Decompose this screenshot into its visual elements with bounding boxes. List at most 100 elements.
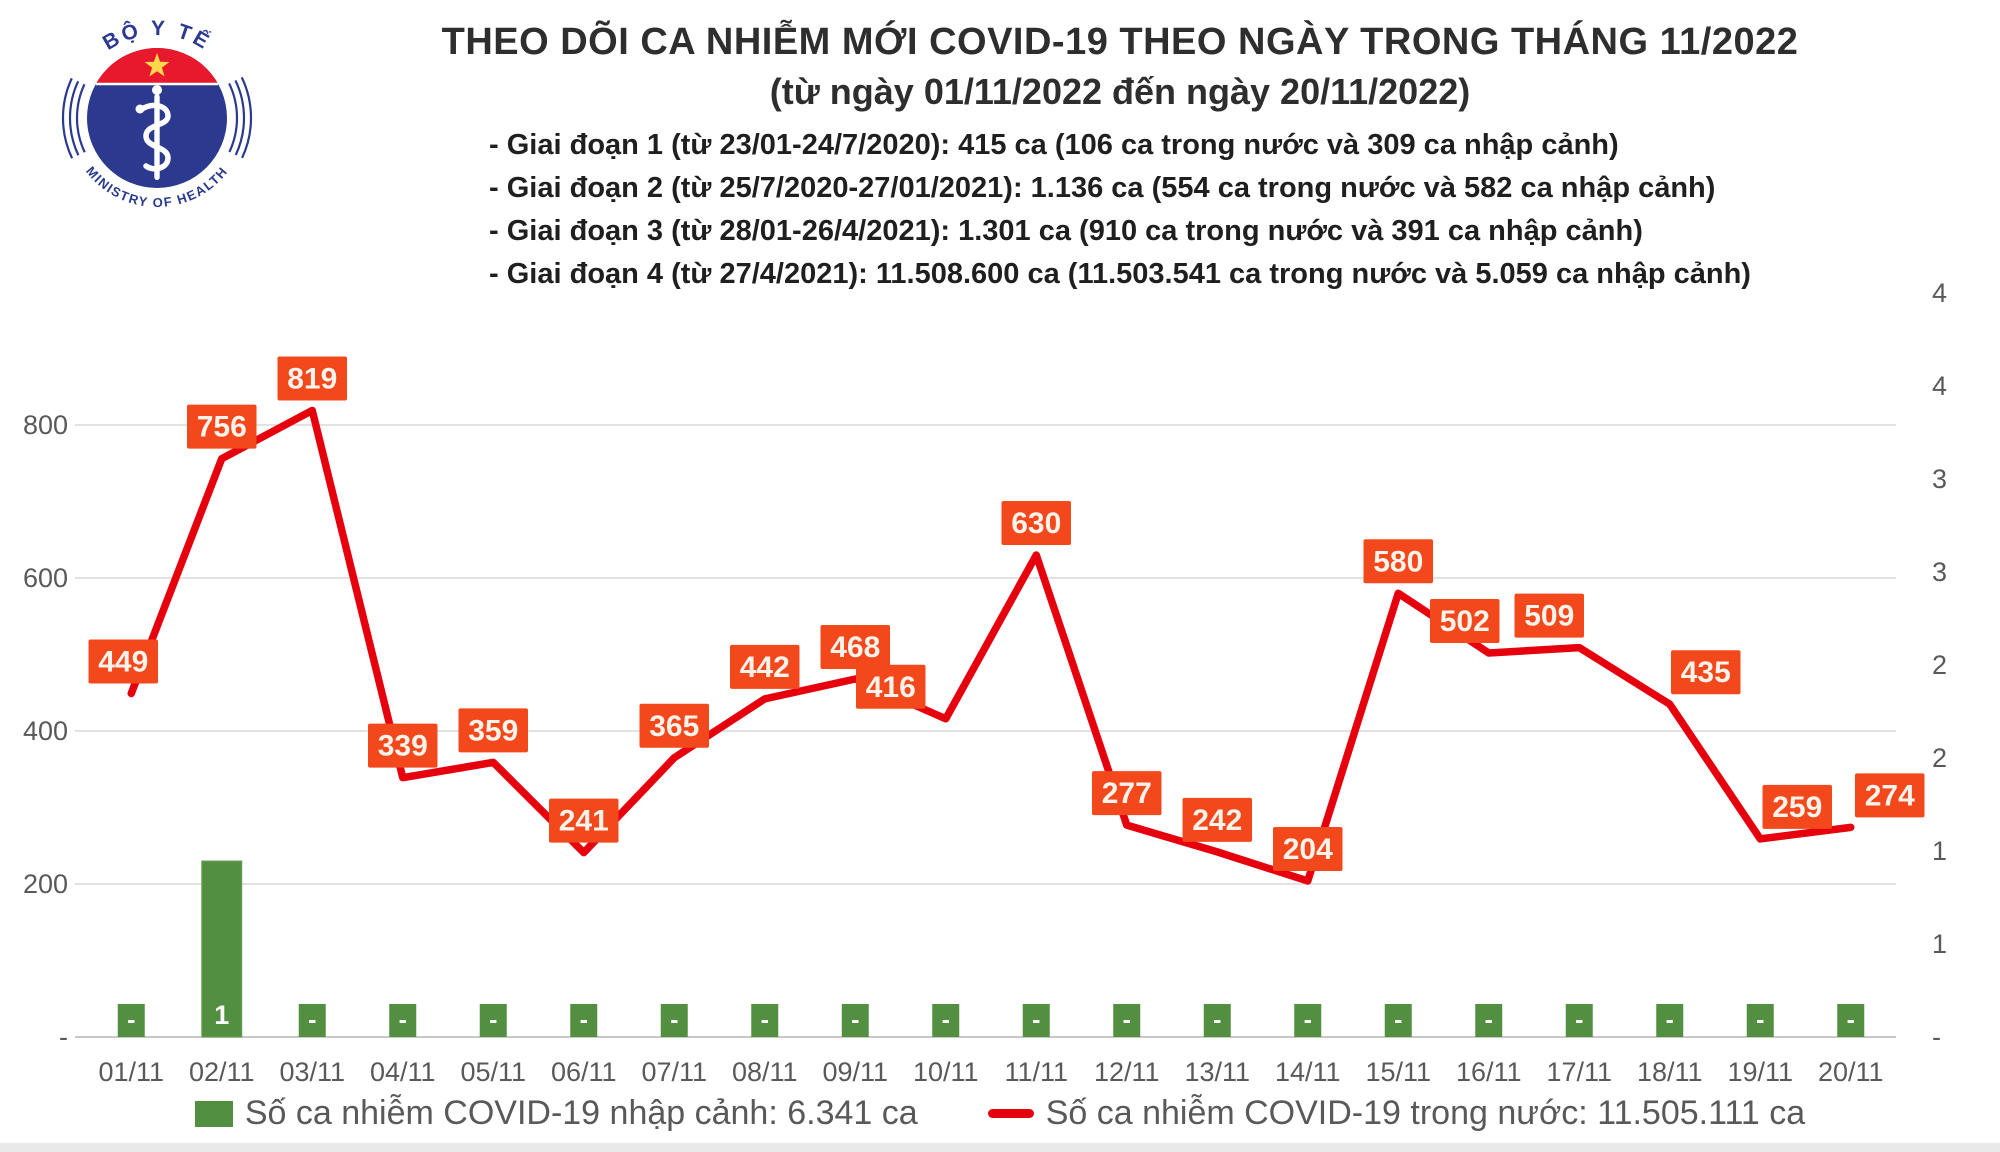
bar-data-label: -: [851, 1006, 859, 1034]
line-data-label: 509: [1524, 600, 1574, 633]
legend-square-swatch: [194, 1100, 233, 1127]
line-data-label: 442: [740, 651, 790, 684]
x-axis-date-label: 01/11: [98, 1057, 164, 1087]
x-axis-date-label: 13/11: [1184, 1057, 1250, 1087]
bar-data-label: -: [1123, 1006, 1131, 1034]
right-axis-tick-label: 1: [1932, 929, 1947, 959]
bar-data-label: -: [489, 1006, 497, 1034]
legend-label-domestic: Số ca nhiễm COVID-19 trong nước: 11.505.…: [1045, 1094, 1806, 1132]
ministry-of-health-logo: BỘ Y TẾ MINISTRY OF HEALTH: [58, 6, 260, 214]
line-data-label: 819: [287, 362, 337, 395]
line-data-label-box: [88, 639, 158, 684]
x-axis-date-label: 04/11: [370, 1057, 436, 1087]
x-axis-date-label: 09/11: [822, 1057, 888, 1087]
bar-zero-label-box: [751, 1004, 779, 1037]
line-data-label-box: [856, 664, 926, 709]
line-data-label-box: [1182, 797, 1252, 842]
right-axis-tick-label: 2: [1932, 743, 1947, 773]
bar-zero-label-box: [389, 1004, 417, 1037]
line-data-label-box: [1273, 826, 1343, 871]
line-data-label: 630: [1011, 507, 1061, 540]
bar-zero-label-box: [298, 1004, 326, 1037]
line-data-label: 756: [197, 411, 247, 444]
line-data-label: 259: [1772, 791, 1822, 824]
line-data-label-box: [1092, 771, 1162, 816]
bar-data-label: -: [1575, 1006, 1583, 1034]
line-data-label-box: [458, 708, 528, 753]
line-data-label: 204: [1283, 833, 1333, 866]
left-axis-tick-label: 600: [23, 563, 68, 593]
line-data-label: 277: [1102, 777, 1152, 810]
line-data-label-box: [730, 644, 800, 689]
snake-head: [135, 104, 145, 114]
line-data-label: 502: [1440, 605, 1490, 638]
left-axis-tick-label: 400: [23, 716, 68, 746]
legend-item-domestic: Số ca nhiễm COVID-19 trong nước: 11.505.…: [987, 1094, 1806, 1133]
star-icon: [144, 53, 170, 77]
snake-icon: [139, 102, 171, 172]
x-axis-date-label: 02/11: [189, 1057, 255, 1087]
bar-zero-label-box: [660, 1004, 688, 1037]
header-block: THEO DÕI CA NHIỄM MỚI COVID-19 THEO NGÀY…: [240, 18, 2000, 296]
right-axis-tick-label: 3: [1932, 464, 1947, 494]
bar-zero-label-box: [1203, 1004, 1231, 1037]
x-axis-date-label: 06/11: [551, 1057, 617, 1087]
bar-data-label: -: [1032, 1006, 1040, 1034]
x-axis-date-label: 19/11: [1727, 1057, 1793, 1087]
bar-zero-label-box: [1565, 1004, 1593, 1037]
line-data-label-box: [549, 798, 619, 843]
x-axis-date-label: 18/11: [1637, 1057, 1703, 1087]
logo-side-arc: [75, 36, 239, 200]
ministry-logo-icon: BỘ Y TẾ MINISTRY OF HEALTH: [61, 17, 253, 214]
chart-legend: Số ca nhiễm COVID-19 nhập cảnh: 6.341 ca…: [0, 1094, 2000, 1133]
line-data-label: 339: [378, 730, 428, 763]
left-axis-tick-label: -: [59, 1022, 68, 1052]
x-axis-date-label: 17/11: [1546, 1057, 1612, 1087]
x-axis-date-label: 12/11: [1094, 1057, 1160, 1087]
x-axis-date-label: 05/11: [460, 1057, 526, 1087]
line-data-label-box: [187, 404, 257, 449]
page-subtitle: (từ ngày 01/11/2022 đến ngày 20/11/2022): [769, 71, 1471, 112]
bar-zero-label-box: [1837, 1004, 1865, 1037]
line-data-label-box: [277, 356, 347, 401]
bar-data-label: -: [942, 1006, 950, 1034]
domestic-cases-line: [127, 406, 1855, 885]
bar-data-label: -: [1756, 1006, 1764, 1034]
legend-item-imported: Số ca nhiễm COVID-19 nhập cảnh: 6.341 ca: [194, 1094, 918, 1133]
line-data-label: 241: [559, 805, 609, 838]
bar-data-label: -: [1666, 1006, 1674, 1034]
note-phase-1: - Giai đoạn 1 (từ 23/01-24/7/2020): 415 …: [489, 129, 1619, 161]
staff-rod: [154, 94, 160, 180]
line-data-label-box: [1363, 539, 1433, 584]
bar-zero-label-box: [1656, 1004, 1684, 1037]
bar-zero-label-box: [932, 1004, 960, 1037]
bar-zero-label-box: [570, 1004, 598, 1037]
staff-knob: [152, 85, 162, 95]
line-data-label: 435: [1681, 656, 1731, 689]
import-cases-bar: [201, 860, 243, 1038]
x-axis-date-label: 15/11: [1365, 1057, 1431, 1087]
x-axis-date-label: 07/11: [641, 1057, 707, 1087]
bar-data-label: 1: [214, 1000, 229, 1030]
bar-zero-label-box: [1384, 1004, 1412, 1037]
bar-zero-label-box: [479, 1004, 507, 1037]
left-axis-tick-label: 800: [23, 410, 68, 440]
bar-zero-label-box: [117, 1004, 145, 1037]
bar-data-label: -: [1485, 1006, 1493, 1034]
line-data-label-box: [1855, 773, 1925, 818]
line-data-label: 580: [1373, 545, 1423, 578]
bar-data-label: -: [1304, 1006, 1312, 1034]
bar-zero-label-box: [841, 1004, 869, 1037]
line-data-label: 274: [1865, 779, 1915, 812]
line-data-label-box: [639, 703, 709, 748]
bar-data-label: -: [1847, 1006, 1855, 1034]
line-data-label: 359: [468, 714, 518, 747]
line-data-label-box: [1430, 598, 1500, 643]
line-data-label: 468: [830, 631, 880, 664]
right-axis-tick-label: 4: [1932, 371, 1947, 401]
right-axis-tick-label: 2: [1932, 650, 1947, 680]
x-axis-date-label: 16/11: [1456, 1057, 1522, 1087]
x-axis-date-label: 20/11: [1818, 1057, 1884, 1087]
line-data-label-box: [368, 723, 438, 768]
